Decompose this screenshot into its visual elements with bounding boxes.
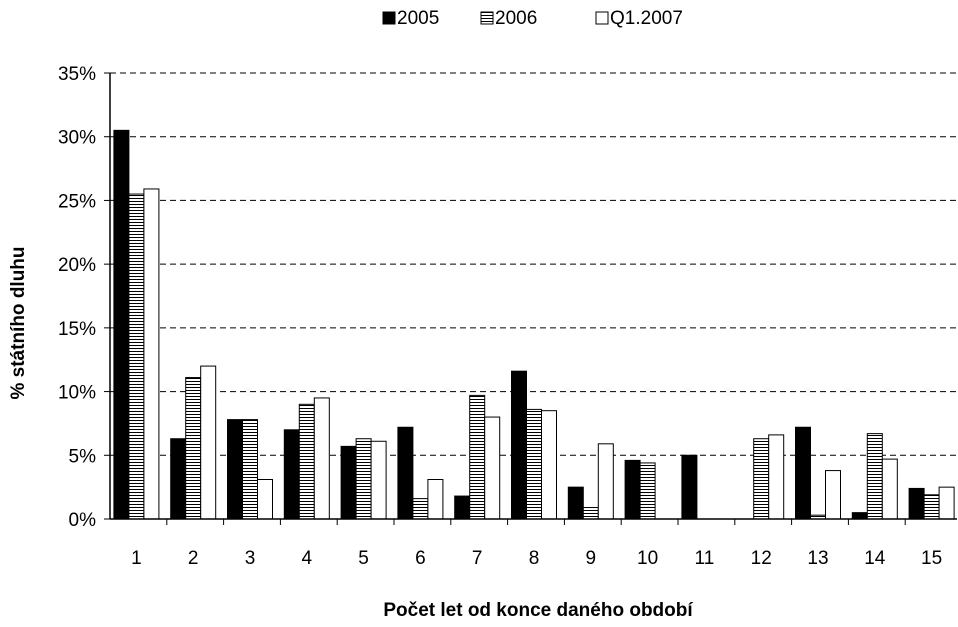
bar-2006-7: [469, 394, 486, 520]
y-tick-label: 10%: [58, 383, 96, 404]
x-tick-label: 2: [188, 548, 199, 569]
bar-2006-9: [582, 507, 599, 520]
bar-2006-14: [866, 433, 883, 520]
x-tick-label: 14: [864, 548, 886, 569]
bar-Q1.2007-6: [427, 478, 444, 520]
legend-label-2006: 2006: [495, 8, 537, 29]
x-tick-label: 8: [529, 548, 540, 569]
bars: [113, 129, 955, 520]
y-tick-label: 25%: [58, 191, 96, 212]
bar-Q1.2007-13: [825, 470, 841, 520]
y-axis-tick-labels: 0% 5% 10% 15% 20% 25% 30% 35%: [58, 64, 96, 531]
x-tick-label: 7: [472, 548, 483, 569]
bar-2005-5: [340, 445, 357, 520]
x-tick-label: 11: [695, 548, 715, 569]
bar-2006-4: [298, 403, 315, 520]
x-tick-label: 1: [131, 548, 142, 569]
axes: [109, 73, 957, 525]
legend-swatch-2006: [480, 11, 494, 25]
y-tick-label: 35%: [58, 64, 96, 85]
x-tick-label: 13: [807, 548, 828, 569]
x-tick-label: 12: [751, 548, 772, 569]
bar-2006-12: [753, 438, 770, 520]
x-tick-label: 10: [637, 548, 658, 569]
bar-2005-6: [397, 426, 414, 520]
bar-Q1.2007-4: [313, 397, 330, 520]
bar-Q1.2007-14: [881, 458, 898, 520]
bar-Q1.2007-12: [768, 434, 785, 520]
bar-2006-3: [242, 419, 258, 520]
bar-Q1.2007-1: [143, 188, 160, 520]
bar-2005-7: [454, 495, 471, 520]
bar-Q1.2007-2: [200, 365, 217, 520]
legend-swatch-Q1.2007: [595, 11, 609, 25]
bar-Q1.2007-9: [597, 443, 614, 520]
bar-2005-13: [795, 426, 811, 520]
bar-2006-8: [526, 408, 542, 520]
x-tick-label: 6: [415, 548, 426, 569]
legend-label-2005: 2005: [397, 8, 439, 29]
legend: 2005 2006 Q1.2007: [382, 8, 683, 29]
x-tick-label: 5: [358, 548, 369, 569]
bar-2006-1: [128, 193, 145, 520]
bar-2005-10: [624, 459, 641, 520]
legend-label-Q1.2007: Q1.2007: [610, 8, 683, 29]
bar-2005-8: [511, 370, 527, 520]
bar-Q1.2007-3: [257, 478, 273, 520]
x-tick-label: 4: [302, 548, 313, 569]
bar-Q1.2007-15: [938, 486, 955, 520]
y-tick-label: 5%: [69, 446, 97, 467]
bar-Q1.2007-8: [541, 410, 557, 520]
bar-2005-1: [113, 129, 130, 520]
y-tick-label: 30%: [58, 128, 96, 149]
bar-2005-2: [170, 438, 187, 520]
x-tick-label: 3: [245, 548, 256, 569]
bar-2006-6: [412, 498, 429, 520]
x-axis-title: Počet let od konce daného období: [383, 600, 693, 621]
legend-swatch-2005: [382, 11, 396, 25]
bar-2006-5: [355, 438, 372, 520]
y-tick-label: 20%: [58, 255, 96, 276]
bar-2005-15: [908, 487, 925, 520]
y-tick-label: 0%: [69, 510, 97, 531]
bar-2005-14: [851, 512, 868, 520]
y-tick-label: 15%: [58, 319, 96, 340]
bar-2005-3: [227, 419, 243, 520]
bar-2005-4: [283, 429, 300, 520]
bar-2005-9: [567, 486, 584, 520]
bar-Q1.2007-7: [484, 416, 501, 520]
bar-2006-15: [923, 494, 940, 520]
bar-2006-2: [185, 377, 202, 520]
y-axis-title: % státního dluhu: [8, 246, 29, 399]
bar-2006-10: [639, 462, 656, 520]
bar-2005-11: [681, 454, 698, 520]
x-axis-tick-labels: 1 2 3 4 5 6 7 8 9 10 11 12 13 14 15: [131, 548, 942, 569]
x-tick-label: 9: [586, 548, 597, 569]
bar-Q1.2007-5: [370, 440, 387, 520]
x-tick-label: 15: [921, 548, 942, 569]
